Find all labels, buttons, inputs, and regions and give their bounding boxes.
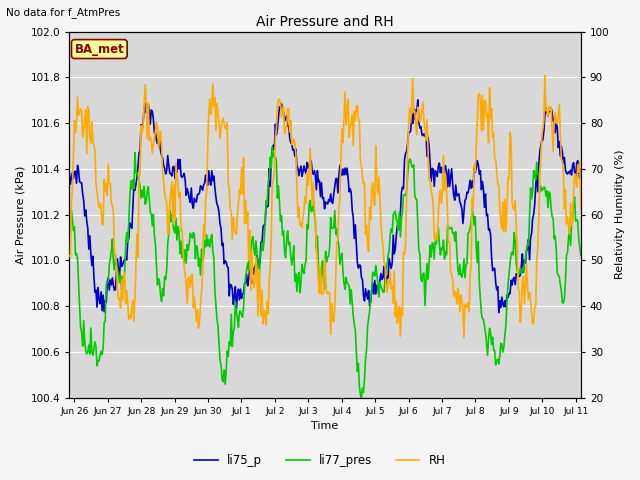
li77_pres — [566, 242, 574, 248]
RH — [460, 335, 468, 341]
Text: No data for f_AtmPres: No data for f_AtmPres — [6, 7, 121, 18]
Line: RH: RH — [69, 75, 580, 338]
li77_pres — [358, 395, 365, 401]
RH — [577, 204, 584, 210]
li77_pres — [312, 246, 320, 252]
li77_pres — [343, 280, 351, 286]
Line: li77_pres: li77_pres — [69, 147, 580, 398]
Y-axis label: Air Pressure (kPa): Air Pressure (kPa) — [15, 166, 25, 264]
li77_pres — [268, 144, 276, 150]
li75_p — [486, 226, 493, 232]
li75_p — [342, 172, 350, 178]
X-axis label: Time: Time — [312, 421, 339, 432]
Line: li75_p: li75_p — [69, 100, 580, 312]
Text: BA_met: BA_met — [74, 43, 124, 56]
RH — [65, 253, 73, 259]
li75_p — [577, 166, 584, 172]
Title: Air Pressure and RH: Air Pressure and RH — [256, 15, 394, 29]
li75_p — [495, 310, 502, 315]
RH — [370, 198, 378, 204]
Legend: li75_p, li77_pres, RH: li75_p, li77_pres, RH — [189, 449, 451, 472]
li77_pres — [577, 252, 584, 258]
li75_p — [566, 167, 574, 173]
li77_pres — [372, 263, 380, 268]
li75_p — [308, 169, 316, 175]
RH — [308, 203, 316, 208]
RH — [342, 122, 350, 128]
li77_pres — [309, 199, 317, 205]
Y-axis label: Relativity Humidity (%): Relativity Humidity (%) — [615, 150, 625, 279]
li77_pres — [65, 202, 73, 208]
li77_pres — [487, 329, 495, 335]
li75_p — [65, 170, 73, 176]
li75_p — [312, 172, 319, 178]
RH — [541, 72, 548, 78]
RH — [312, 217, 319, 223]
RH — [486, 85, 493, 91]
li75_p — [414, 97, 422, 103]
li75_p — [370, 291, 378, 297]
RH — [566, 201, 574, 206]
